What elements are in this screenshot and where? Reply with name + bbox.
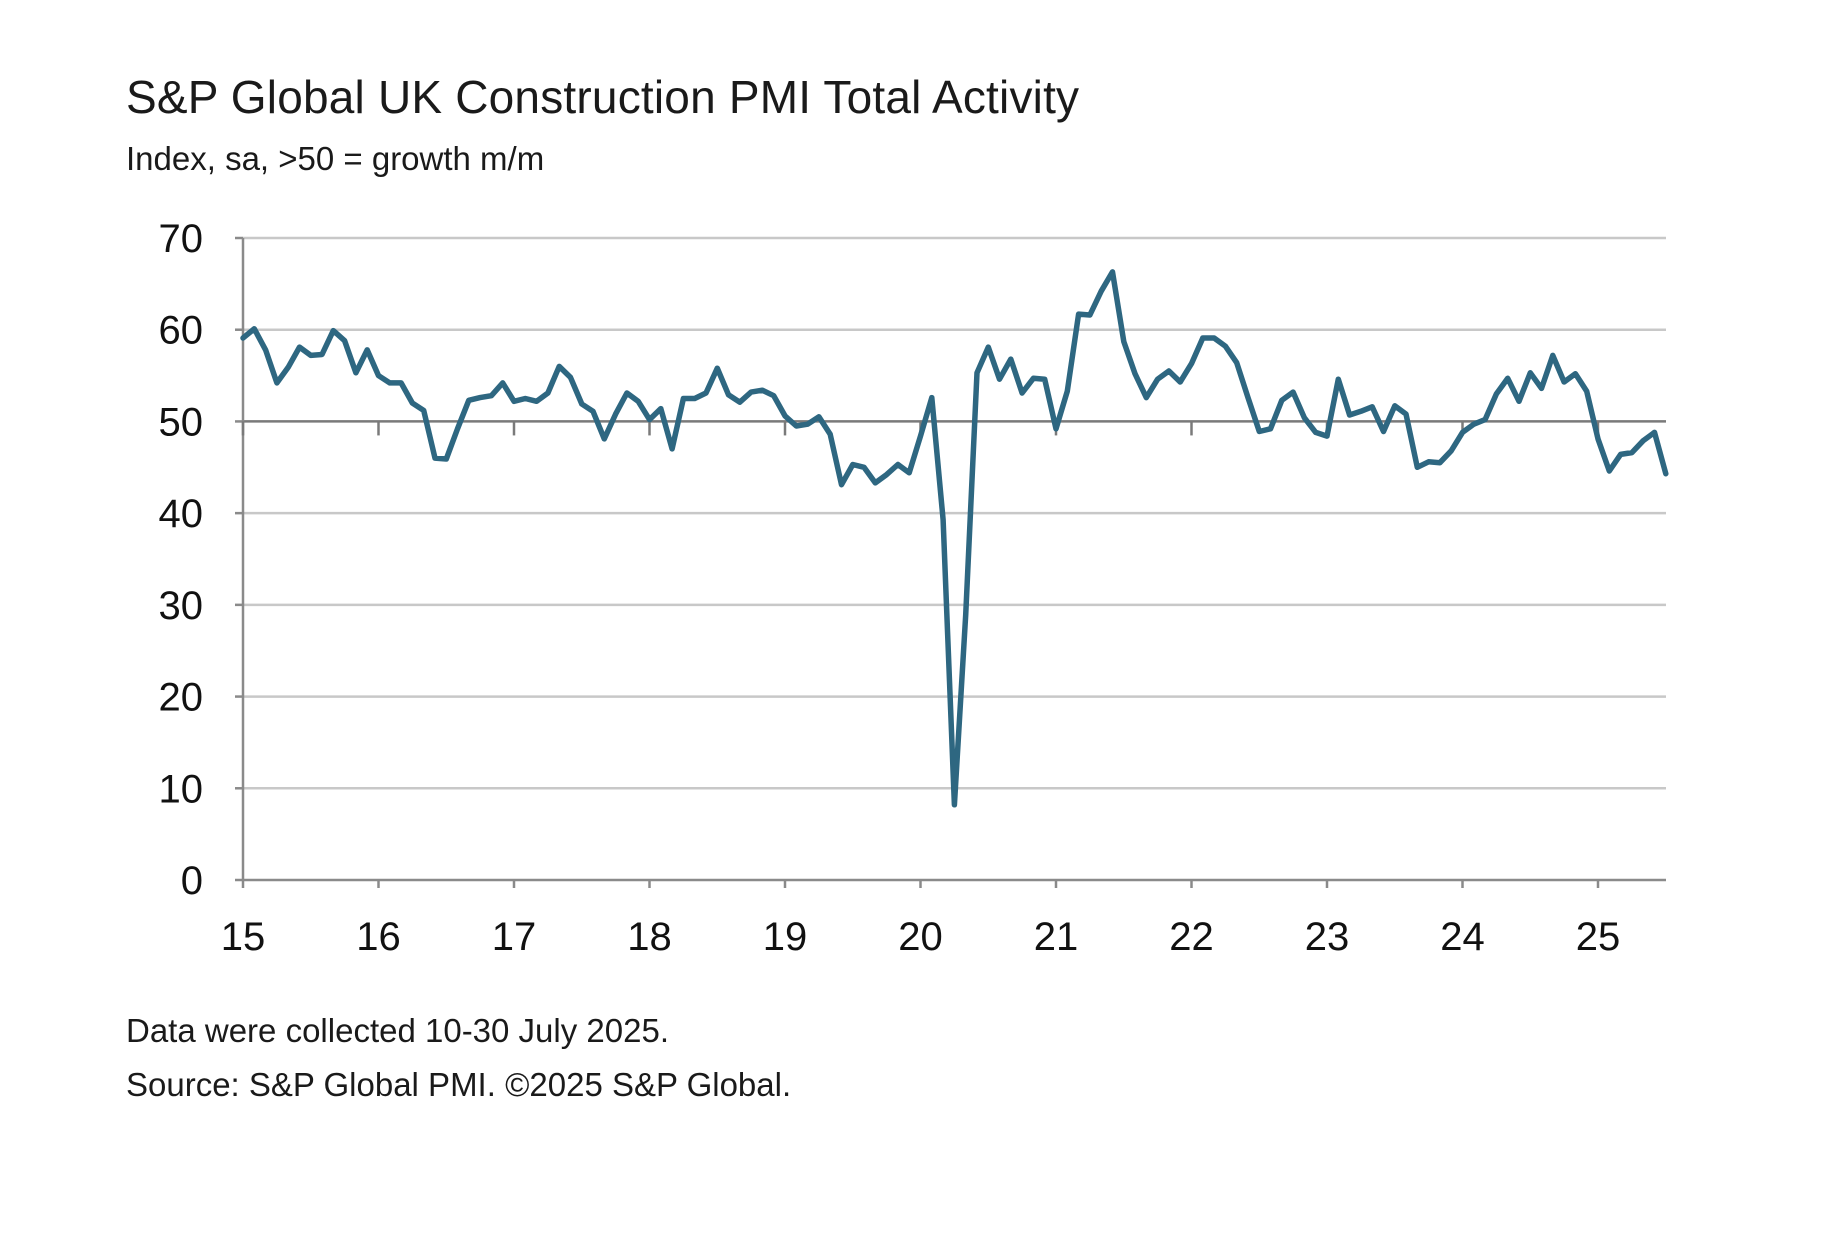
axes [235,236,1666,888]
chart-subtitle: Index, sa, >50 = growth m/m [126,140,545,177]
y-tick-labels: 0 10 20 30 40 50 60 70 [159,217,204,903]
x-tick-label: 19 [763,915,808,959]
x-tick-label: 16 [356,915,401,959]
x-tick-label: 18 [627,915,672,959]
source-note: Source: S&P Global PMI. ©2025 S&P Global… [126,1066,792,1103]
series-line-0 [240,269,1669,808]
x-tick-label: 17 [492,915,537,959]
y-tick-label: 0 [181,859,203,903]
y-tick-label: 20 [159,676,204,720]
x-tick-label: 24 [1440,915,1485,959]
gridlines [243,236,1666,790]
x-tick-label: 15 [221,915,266,959]
y-tick-label: 40 [159,492,204,536]
x-tick-labels: 15 16 17 18 19 20 21 22 23 24 25 [221,915,1621,959]
x-tick-label: 23 [1305,915,1350,959]
y-tick-label: 10 [159,767,204,811]
y-tick-label: 70 [159,217,204,261]
series-layer [240,269,1669,808]
x-tick-label: 25 [1576,915,1621,959]
chart-title: S&P Global UK Construction PMI Total Act… [126,71,1080,123]
data-collection-note: Data were collected 10-30 July 2025. [126,1012,669,1049]
y-tick-label: 50 [159,400,204,444]
x-tick-label: 21 [1034,915,1079,959]
y-tick-label: 30 [159,584,204,628]
y-tick-label: 60 [159,309,204,353]
x-tick-label: 22 [1169,915,1214,959]
x-tick-label: 20 [898,915,943,959]
